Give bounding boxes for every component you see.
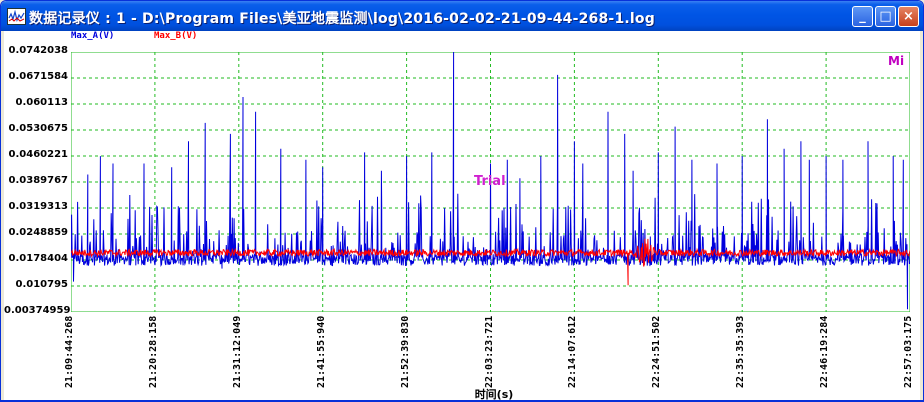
x-tick-label: 22:24:51:502 [651, 315, 663, 388]
y-tick-label: 0.0460221 [8, 149, 68, 160]
y-tick-label: 0.0248859 [8, 227, 68, 238]
plot-area [71, 52, 910, 312]
minimize-button[interactable]: _ [852, 6, 873, 27]
x-tick-label: 21:31:12:049 [231, 315, 243, 388]
x-tick-label: 22:35:35:393 [735, 315, 747, 388]
y-tick-label: 0.060113 [15, 97, 68, 108]
x-tick-label: 21:09:44:268 [64, 315, 75, 388]
window-title: 数据记录仪 : 1 - D:\Program Files\美亚地震监测\log\… [29, 11, 655, 27]
x-tick-label: 22:03:23:721 [483, 315, 495, 388]
chart-app-icon[interactable] [7, 8, 26, 25]
legend-series-b: Max_B(V) [154, 31, 198, 41]
chart-area: Max_A(V) Max_B(V) 0.0742038 0.0671584 0.06… [4, 31, 920, 401]
maximize-button[interactable]: □ [875, 6, 896, 27]
annotation-mi: Mi [888, 54, 905, 68]
series-line-b [71, 238, 910, 286]
x-tick-label: 22:46:19:284 [819, 315, 831, 388]
window-bottom-border [1, 400, 923, 401]
y-tick-label: 0.00374959 [4, 305, 71, 316]
y-tick-label: 0.010795 [15, 279, 68, 290]
y-tick-label: 0.0389767 [8, 175, 68, 186]
title-bar[interactable]: 数据记录仪 : 1 - D:\Program Files\美亚地震监测\log\… [1, 1, 923, 31]
y-tick-label: 0.0530675 [8, 123, 68, 134]
series-line-a [71, 52, 910, 310]
legend-series-a: Max_A(V) [71, 31, 115, 41]
x-tick-label: 22:14:07:612 [567, 315, 579, 388]
y-tick-label: 0.0178404 [8, 253, 68, 264]
x-axis-label: 时间(s) [474, 388, 514, 401]
annotation-trial: Trial [474, 174, 506, 189]
x-tick-label: 21:52:39:830 [399, 315, 411, 388]
y-tick-label: 0.0671584 [8, 71, 68, 82]
x-tick-label: 22:57:03:175 [903, 315, 914, 388]
y-tick-label: 0.0319313 [8, 201, 68, 212]
x-tick-label: 21:20:28:158 [147, 315, 159, 388]
close-button[interactable]: × [898, 6, 919, 27]
y-tick-label: 0.0742038 [8, 45, 68, 56]
x-tick-label: 21:41:55:940 [315, 315, 327, 388]
